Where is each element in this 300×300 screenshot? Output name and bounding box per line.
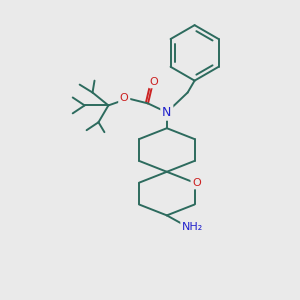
- Text: NH₂: NH₂: [182, 222, 203, 232]
- Text: O: O: [192, 178, 201, 188]
- Text: O: O: [150, 76, 158, 87]
- Text: O: O: [120, 94, 129, 103]
- Text: N: N: [162, 106, 172, 119]
